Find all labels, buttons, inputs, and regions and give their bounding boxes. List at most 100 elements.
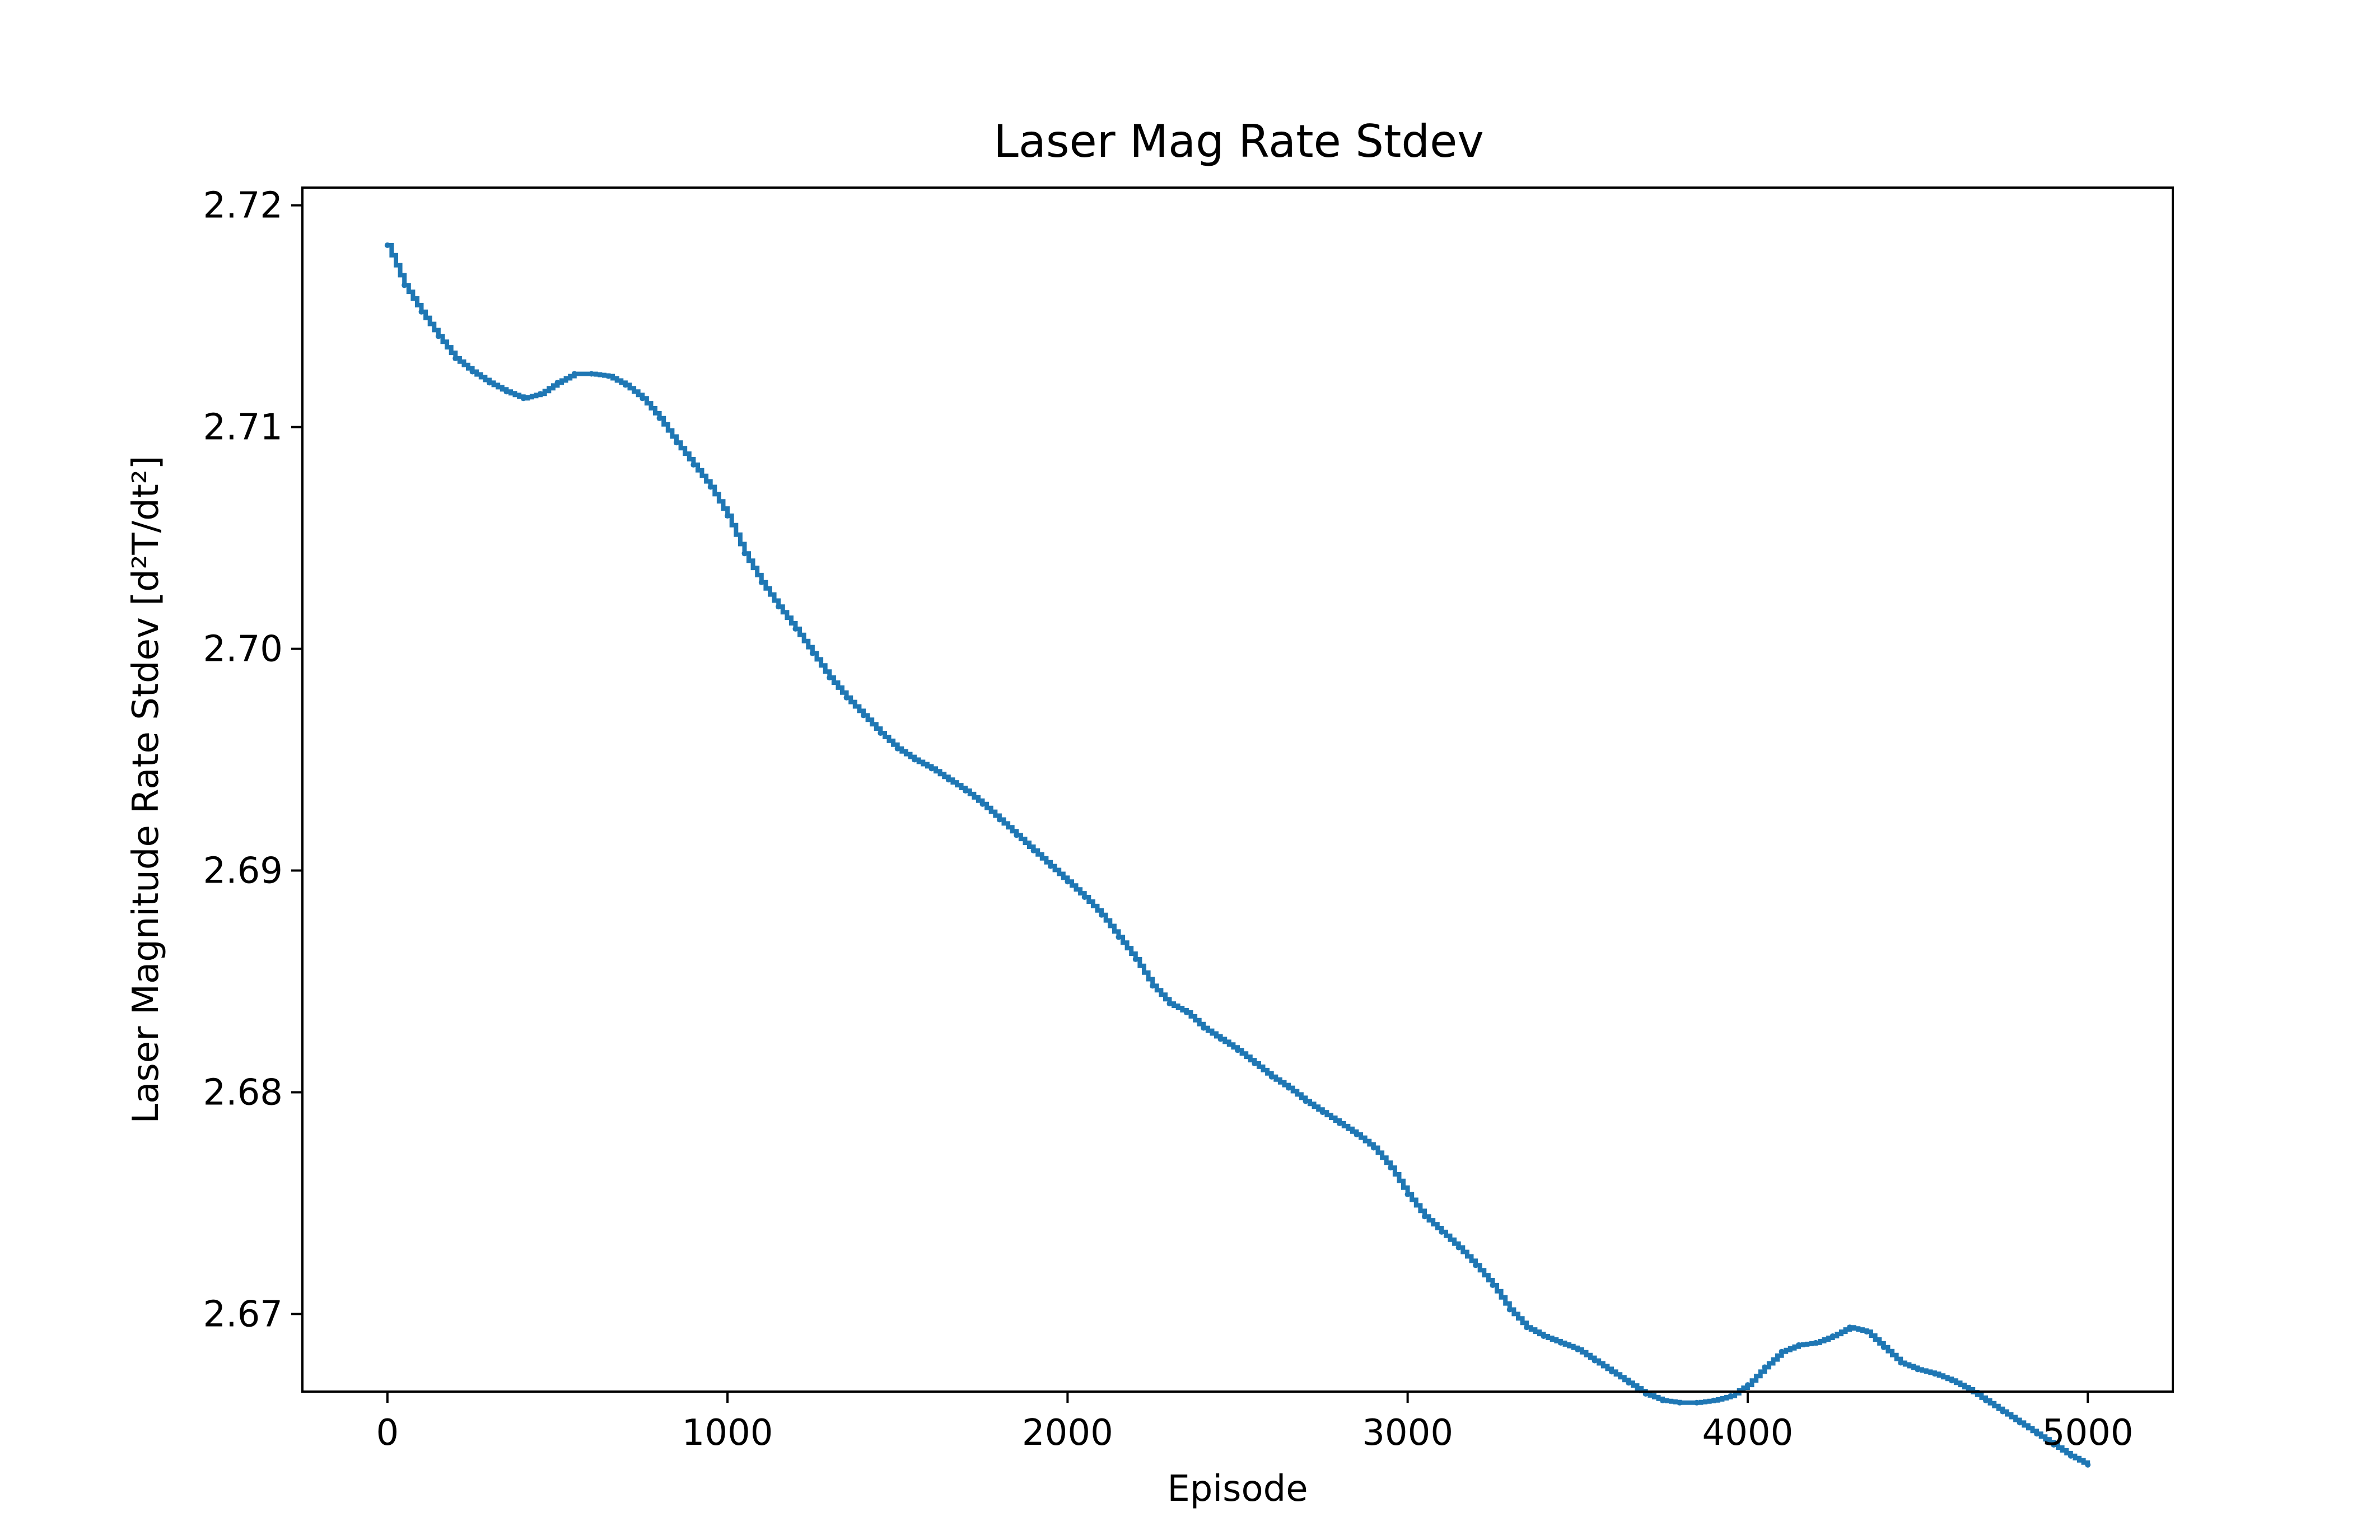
data-point [1864, 1329, 1870, 1335]
data-point [674, 440, 679, 446]
data-point [2017, 1420, 2023, 1426]
data-point [2068, 1453, 2074, 1459]
data-point [1744, 1382, 1751, 1388]
data-point [469, 368, 475, 375]
data-point [894, 745, 900, 752]
data-point [1183, 1009, 1189, 1015]
data-point [1949, 1378, 1955, 1384]
data-point [1268, 1074, 1275, 1080]
data-point [979, 801, 986, 807]
data-point [1830, 1333, 1836, 1339]
data-point [1422, 1214, 1427, 1220]
data-point [1931, 1371, 1938, 1377]
y-tick-label: 2.67 [203, 1294, 283, 1335]
y-axis: 2.67 2.68 2.69 2.70 2.71 2.72 [203, 185, 302, 1335]
data-point [2000, 1408, 2006, 1415]
y-tick-label: 2.68 [203, 1072, 283, 1113]
data-point [861, 712, 866, 718]
x-tick-label: 3000 [1362, 1412, 1453, 1454]
data-point [1081, 894, 1088, 900]
data-point [878, 730, 884, 736]
data-point [1388, 1165, 1394, 1171]
data-point [1319, 1109, 1326, 1116]
axes-frame [301, 186, 2174, 1393]
data-point [1762, 1364, 1768, 1370]
data-point [912, 757, 918, 763]
data-point [1286, 1085, 1292, 1091]
data-point [1252, 1061, 1258, 1066]
data-point [1626, 1380, 1632, 1386]
y-tick-label: 2.69 [203, 851, 283, 892]
data-point [1915, 1366, 1921, 1373]
data-point [963, 788, 969, 794]
data-point [690, 461, 697, 468]
data-point [452, 355, 459, 361]
data-point [1166, 1001, 1173, 1007]
data-point [1217, 1036, 1224, 1042]
data-point [538, 391, 544, 397]
y-tick-label: 2.70 [203, 629, 283, 670]
data-point [1132, 956, 1138, 962]
data-point [707, 484, 713, 490]
x-tick-label: 0 [376, 1412, 399, 1454]
data-point [1404, 1191, 1411, 1197]
data-point [792, 626, 799, 632]
data-point [1592, 1357, 1598, 1364]
data-point [640, 395, 646, 402]
data-point [1201, 1025, 1207, 1031]
plot-area [384, 242, 2091, 1468]
data-point [1796, 1342, 1802, 1348]
data-point [1455, 1244, 1462, 1250]
data-point [1235, 1047, 1240, 1053]
data-point [1065, 879, 1071, 885]
data-point [402, 282, 408, 288]
data-point [1116, 934, 1122, 940]
data-point [435, 333, 441, 339]
data-point [1693, 1399, 1700, 1406]
data-point [1473, 1262, 1479, 1268]
data-point [741, 550, 748, 557]
x-axis: 0 1000 2000 3000 4000 5000 [376, 1392, 2134, 1454]
data-point [996, 816, 1002, 823]
x-axis-label: Episode [1167, 1468, 1308, 1510]
data-point [1506, 1306, 1513, 1313]
x-tick-label: 1000 [682, 1412, 773, 1454]
data-point [1524, 1324, 1530, 1331]
data-point [1847, 1324, 1853, 1331]
data-point [418, 309, 424, 315]
x-tick-label: 4000 [1702, 1412, 1793, 1454]
data-point [725, 513, 731, 519]
data-point [1711, 1397, 1717, 1403]
data-point [503, 389, 510, 395]
data-point [1303, 1098, 1309, 1104]
data-point [554, 380, 561, 386]
data-point [1880, 1344, 1887, 1350]
data-point [1898, 1360, 1904, 1366]
data-point [776, 604, 782, 610]
data-point [1150, 983, 1156, 989]
chart-title: Laser Mag Rate Stdev [993, 115, 1483, 167]
data-point [1099, 912, 1105, 918]
data-point [1609, 1369, 1614, 1375]
data-point [605, 373, 612, 379]
data-point [1575, 1346, 1581, 1352]
y-tick-label: 2.72 [203, 185, 283, 227]
data-point [1030, 847, 1037, 853]
y-tick-label: 2.71 [203, 407, 283, 449]
data-point [1813, 1340, 1819, 1346]
data-point [2085, 1462, 2091, 1468]
data-point [1490, 1282, 1496, 1288]
data-point [809, 650, 815, 656]
data-point [758, 579, 764, 585]
data-point [571, 371, 577, 377]
data-point [1728, 1393, 1734, 1399]
data-point [1779, 1348, 1785, 1355]
data-point [1370, 1145, 1376, 1151]
data-point [945, 777, 951, 783]
data-point [656, 415, 662, 421]
data-point [1541, 1333, 1547, 1339]
data-point [1048, 863, 1053, 869]
data-point [1354, 1131, 1360, 1137]
